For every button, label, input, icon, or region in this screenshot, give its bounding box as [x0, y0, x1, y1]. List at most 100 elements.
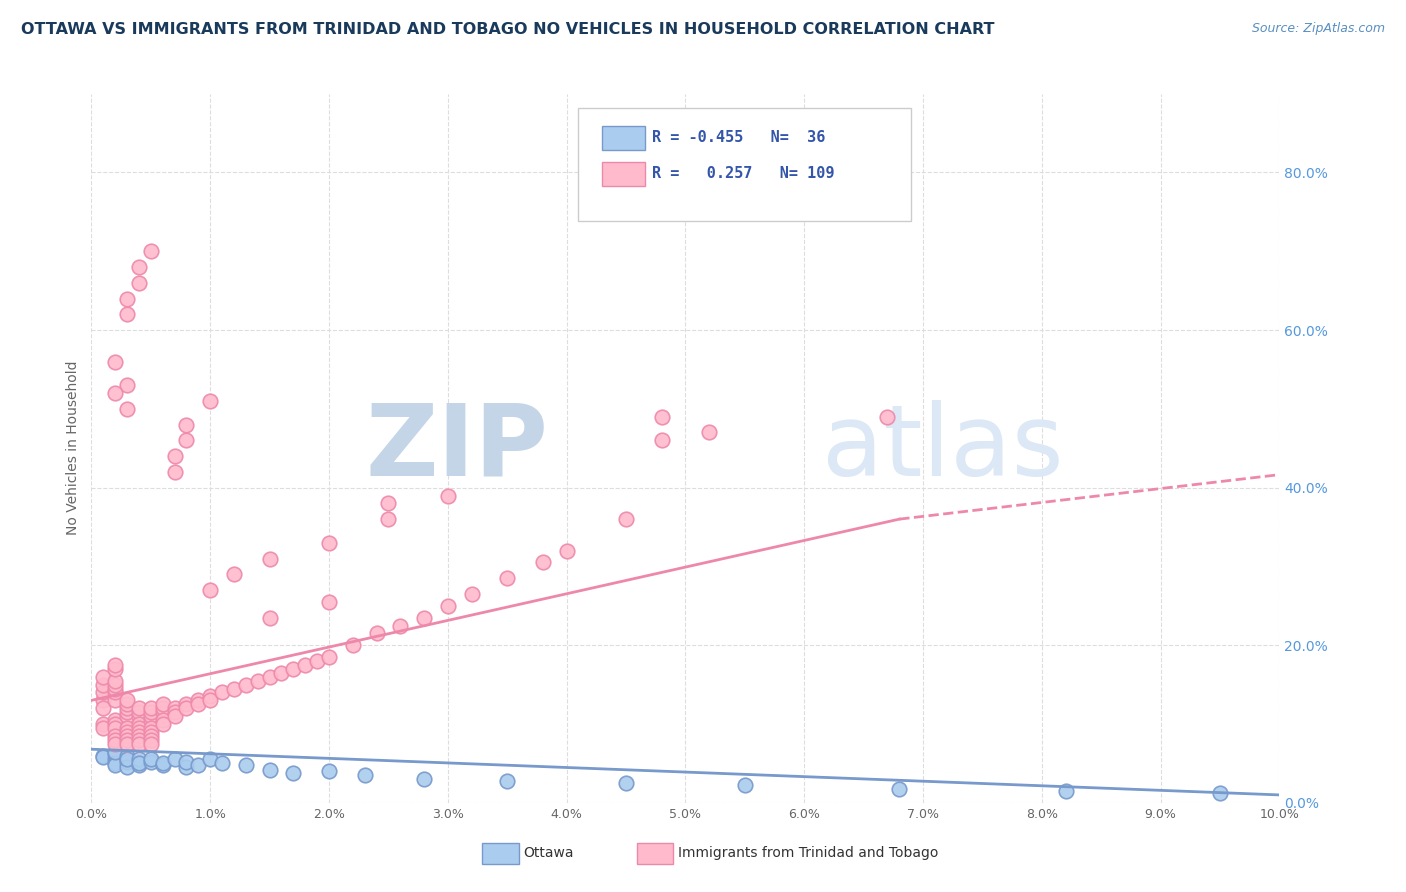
Point	[1209, 786, 1232, 800]
Point	[104, 752, 127, 766]
Point	[246, 673, 269, 688]
Point	[211, 685, 233, 699]
Point	[91, 678, 114, 692]
Point	[115, 737, 138, 751]
Point	[128, 732, 150, 747]
Point	[152, 698, 174, 712]
Point	[176, 701, 198, 715]
Point	[91, 748, 114, 763]
FancyBboxPatch shape	[578, 108, 911, 221]
Point	[128, 729, 150, 743]
Point	[389, 618, 412, 632]
Point	[91, 721, 114, 735]
Point	[734, 779, 756, 793]
Point	[139, 721, 162, 735]
Point	[163, 449, 186, 463]
Point	[342, 638, 364, 652]
Point	[128, 276, 150, 290]
Point	[152, 756, 174, 771]
Point	[104, 386, 127, 401]
Text: R = -0.455   N=  36: R = -0.455 N= 36	[652, 130, 825, 145]
Point	[876, 409, 898, 424]
Point	[377, 496, 399, 510]
Point	[163, 701, 186, 715]
Point	[104, 721, 127, 735]
Point	[139, 244, 162, 259]
Point	[128, 721, 150, 735]
Point	[259, 610, 281, 624]
Point	[104, 717, 127, 731]
Point	[115, 748, 138, 763]
Point	[104, 729, 127, 743]
Point	[222, 567, 245, 582]
Point	[318, 535, 340, 549]
Point	[104, 747, 127, 761]
Point	[176, 698, 198, 712]
Point	[152, 713, 174, 727]
Point	[115, 705, 138, 719]
Point	[104, 673, 127, 688]
Point	[152, 717, 174, 731]
Y-axis label: No Vehicles in Household: No Vehicles in Household	[66, 361, 80, 535]
Point	[889, 781, 911, 796]
Point	[139, 713, 162, 727]
Point	[128, 717, 150, 731]
FancyBboxPatch shape	[602, 161, 645, 186]
Point	[697, 425, 720, 440]
Point	[104, 737, 127, 751]
Point	[128, 756, 150, 771]
Point	[436, 489, 458, 503]
Point	[104, 713, 127, 727]
Point	[318, 764, 340, 779]
Point	[222, 681, 245, 696]
Point	[139, 729, 162, 743]
Point	[115, 760, 138, 774]
Point	[104, 745, 127, 759]
Point	[115, 693, 138, 707]
Point	[259, 551, 281, 566]
Point	[200, 752, 222, 766]
Point	[259, 670, 281, 684]
Point	[163, 705, 186, 719]
Point	[377, 512, 399, 526]
Point	[651, 409, 673, 424]
Point	[128, 752, 150, 766]
Point	[115, 724, 138, 739]
Point	[104, 758, 127, 772]
Point	[139, 752, 162, 766]
Point	[128, 709, 150, 723]
FancyBboxPatch shape	[602, 127, 645, 151]
Point	[496, 773, 519, 788]
Point	[115, 698, 138, 712]
Point	[366, 626, 388, 640]
Point	[176, 417, 198, 432]
Point	[115, 709, 138, 723]
Point	[211, 756, 233, 771]
Point	[176, 755, 198, 769]
Point	[531, 556, 554, 570]
Point	[413, 772, 436, 787]
Point	[104, 693, 127, 707]
Point	[104, 662, 127, 676]
Text: OTTAWA VS IMMIGRANTS FROM TRINIDAD AND TOBAGO NO VEHICLES IN HOUSEHOLD CORRELATI: OTTAWA VS IMMIGRANTS FROM TRINIDAD AND T…	[21, 22, 994, 37]
Point	[115, 721, 138, 735]
Point	[115, 729, 138, 743]
Point	[104, 354, 127, 368]
Point	[128, 260, 150, 274]
Text: Source: ZipAtlas.com: Source: ZipAtlas.com	[1251, 22, 1385, 36]
Text: Ottawa: Ottawa	[523, 846, 574, 860]
Point	[1054, 784, 1077, 798]
Point	[283, 662, 305, 676]
Point	[460, 587, 482, 601]
Point	[235, 758, 257, 772]
Point	[152, 701, 174, 715]
Point	[235, 678, 257, 692]
Point	[152, 758, 174, 772]
Point	[413, 610, 436, 624]
Point	[91, 701, 114, 715]
Point	[115, 307, 138, 321]
Point	[115, 701, 138, 715]
Text: Immigrants from Trinidad and Tobago: Immigrants from Trinidad and Tobago	[678, 846, 938, 860]
Point	[91, 693, 114, 707]
Point	[91, 670, 114, 684]
